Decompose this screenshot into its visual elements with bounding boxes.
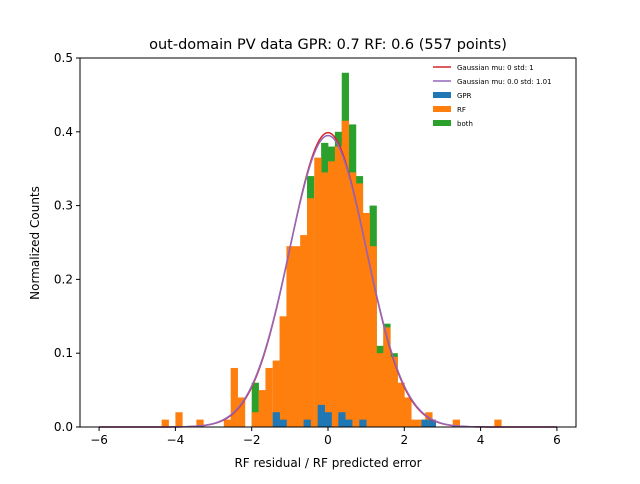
legend-swatch-2: [433, 92, 451, 98]
bar-rf-25: [383, 327, 391, 427]
bar-rf-19: [341, 120, 349, 427]
chart-title: out-domain PV data GPR: 0.7 RF: 0.6 (557…: [149, 37, 507, 53]
bar-rf-7: [258, 390, 266, 427]
y-tick-label-4: 0.4: [54, 125, 73, 139]
bar-rf-0: [161, 419, 169, 427]
bar-gpr-4: [324, 412, 332, 427]
y-tick-label-0: 0.0: [54, 420, 73, 434]
bar-rf-4: [230, 367, 238, 427]
y-axis-ticks: 0.0 0.1 0.2 0.3 0.4 0.5: [54, 51, 80, 434]
bar-both-0: [251, 382, 259, 427]
bar-rf-23: [369, 246, 377, 427]
bar-rf-22: [362, 212, 370, 427]
bar-rf-14: [307, 198, 315, 427]
x-axis-ticks: −6 −4 −2 0 2 4 6: [90, 427, 561, 447]
y-tick-label-2: 0.2: [54, 272, 73, 286]
bar-rf-33: [494, 419, 502, 427]
bar-rf-12: [293, 246, 301, 427]
y-tick-label-5: 0.5: [54, 51, 73, 65]
legend-label-2: GPR: [457, 92, 472, 100]
bar-gpr-2: [303, 419, 311, 427]
x-tick-label-5: 4: [477, 433, 485, 447]
legend: Gaussian mu: 0 std: 1 Gaussian mu: 0.0 st…: [433, 64, 552, 128]
x-tick-label-4: 2: [400, 433, 408, 447]
legend-label-3: RF: [457, 106, 466, 114]
bar-rf-26: [390, 356, 398, 427]
bar-rf-20: [348, 172, 357, 427]
legend-label-1: Gaussian mu: 0.0 std: 1.01: [457, 78, 552, 86]
bar-rf-18: [334, 146, 343, 427]
bar-gpr-1: [279, 419, 287, 427]
bar-rf-1: [175, 412, 183, 427]
bar-rf-5: [237, 397, 246, 427]
bar-gpr-0: [272, 412, 280, 427]
y-tick-label-1: 0.1: [54, 346, 73, 360]
legend-swatch-3: [433, 106, 451, 112]
bar-rf-6: [251, 412, 259, 427]
bars-layer: [161, 72, 502, 428]
bar-rf-32: [452, 419, 460, 427]
bar-rf-9: [272, 360, 280, 427]
bar-gpr-8: [421, 419, 429, 427]
x-tick-label-6: 6: [553, 433, 561, 447]
bar-rf-10: [279, 316, 287, 427]
bar-rf-29: [411, 419, 419, 427]
y-tick-label-3: 0.3: [54, 199, 73, 213]
legend-swatch-4: [433, 120, 451, 126]
bar-rf-16: [321, 172, 329, 427]
bar-rf-2: [196, 419, 204, 427]
bar-rf-27: [397, 382, 405, 427]
legend-label-4: both: [457, 120, 473, 128]
bar-rf-24: [376, 353, 384, 427]
x-axis-label: RF residual / RF predicted error: [234, 456, 421, 470]
x-tick-label-2: −2: [243, 433, 261, 447]
bar-rf-3: [223, 419, 232, 427]
bar-rf-13: [300, 235, 308, 427]
bar-rf-28: [404, 397, 412, 427]
bar-gpr-9: [428, 419, 436, 427]
bar-rf-8: [265, 367, 273, 427]
bar-rf-15: [314, 157, 322, 427]
bar-gpr-5: [338, 412, 346, 427]
bar-gpr-3: [317, 404, 325, 427]
x-tick-label-3: 0: [324, 433, 332, 447]
bar-rf-21: [355, 183, 364, 427]
y-axis-label: Normalized Counts: [28, 186, 42, 300]
bar-gpr-6: [345, 419, 353, 427]
bar-rf-17: [328, 161, 336, 427]
bar-gpr-7: [359, 419, 367, 427]
x-tick-label-1: −4: [167, 433, 185, 447]
x-tick-label-0: −6: [90, 433, 108, 447]
legend-label-0: Gaussian mu: 0 std: 1: [457, 64, 534, 72]
bar-rf-11: [286, 246, 294, 427]
